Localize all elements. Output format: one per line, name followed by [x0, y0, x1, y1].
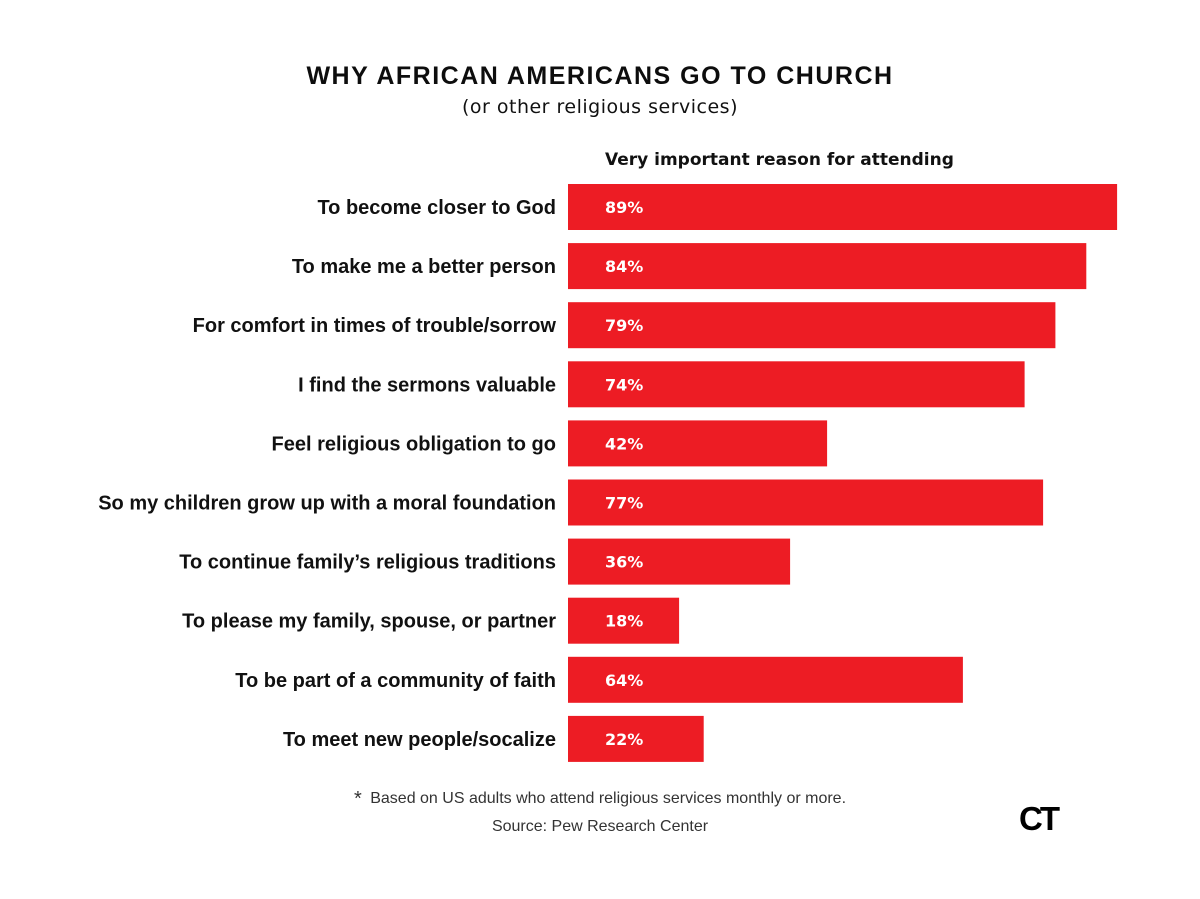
value-label: 79%	[605, 316, 643, 335]
bar	[568, 479, 1044, 526]
value-label: 74%	[605, 375, 643, 394]
bar	[568, 243, 1087, 290]
category-label: I find the sermons valuable	[298, 374, 556, 396]
bar	[568, 715, 704, 762]
bar	[568, 184, 1118, 230]
value-label: 89%	[605, 198, 643, 217]
category-label: To meet new people/socalize	[283, 729, 556, 751]
bar	[568, 597, 680, 644]
chart-subtitle: (or other religious services)	[461, 96, 738, 118]
category-label: To become closer to God	[317, 197, 556, 219]
value-label: 64%	[605, 671, 643, 690]
value-label: 18%	[605, 612, 643, 631]
category-label: To please my family, spouse, or partner	[182, 611, 556, 633]
category-label: To continue family’s religious tradition…	[179, 552, 556, 574]
bar	[568, 656, 963, 703]
value-label: 77%	[605, 494, 643, 513]
bar	[568, 361, 1025, 408]
category-label: For comfort in times of trouble/sorrow	[193, 315, 557, 337]
value-label: 36%	[605, 553, 643, 572]
category-label: Feel religious obligation to go	[272, 433, 556, 455]
category-label: To make me a better person	[292, 256, 556, 278]
chart-title: WHY AFRICAN AMERICANS GO TO CHURCH	[306, 62, 894, 90]
ct-logo: CT	[1019, 800, 1060, 837]
footnote-text: Based on US adults who attend religious …	[370, 790, 847, 807]
bar	[568, 420, 828, 467]
source-text: Source: Pew Research Center	[491, 818, 709, 835]
footnote-marker: *	[353, 788, 362, 810]
value-label: 22%	[605, 730, 643, 749]
category-label: So my children grow up with a moral foun…	[98, 493, 556, 515]
category-label: To be part of a community of faith	[235, 670, 556, 692]
bar	[568, 302, 1056, 349]
footnote: * Based on US adults who attend religiou…	[0, 788, 1200, 811]
value-label: 84%	[605, 257, 643, 276]
bar	[568, 538, 791, 585]
value-label: 42%	[605, 434, 643, 453]
series-header: Very important reason for attending	[605, 150, 954, 170]
